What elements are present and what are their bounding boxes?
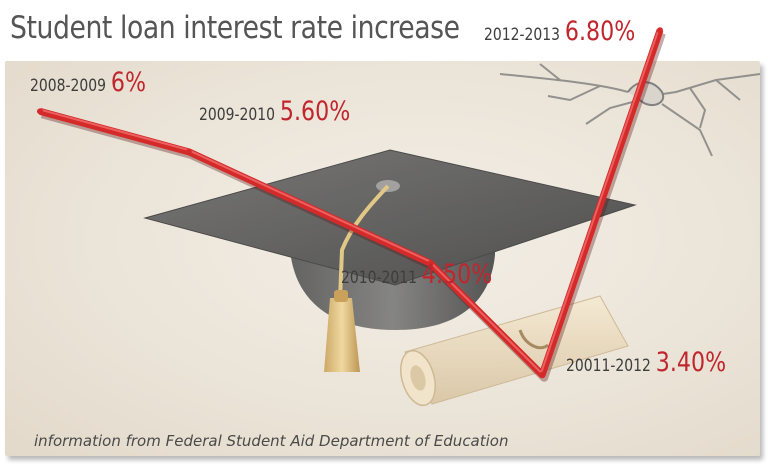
data-point-0	[37, 108, 43, 115]
value-label-0: 6%	[110, 67, 147, 99]
value-label-3: 3.40%	[655, 346, 727, 378]
data-label-0: 2008-2009 6%	[30, 69, 146, 96]
value-label-4: 6.80%	[564, 16, 636, 47]
value-label-1: 5.60%	[279, 95, 351, 127]
category-label-4: 2012-2013	[484, 25, 560, 45]
category-label-1: 2009-2010	[198, 104, 275, 125]
data-label-2: 2010-2011 4.50%	[341, 261, 492, 288]
data-label-4: 2012-2013 6.80%	[484, 18, 635, 45]
source-note: information from Federal Student Aid Dep…	[34, 432, 509, 450]
line-series	[37, 27, 666, 382]
category-label-0: 2008-2009	[30, 76, 106, 97]
category-label-3: 20011-2012	[566, 355, 652, 376]
data-label-3: 20011-2012 3.40%	[566, 349, 726, 376]
value-label-2: 4.50%	[421, 259, 492, 291]
category-label-2: 2010-2011	[340, 268, 417, 289]
data-label-1: 2009-2010 5.60%	[199, 98, 350, 125]
data-point-3	[539, 371, 546, 378]
data-point-4	[657, 27, 663, 34]
chart-title: Student loan interest rate increase	[10, 10, 460, 46]
data-point-1	[185, 148, 192, 155]
title-row: Student loan interest rate increase	[8, 4, 780, 54]
data-point-2	[427, 260, 434, 267]
graduation-cap-illustration	[143, 149, 637, 372]
